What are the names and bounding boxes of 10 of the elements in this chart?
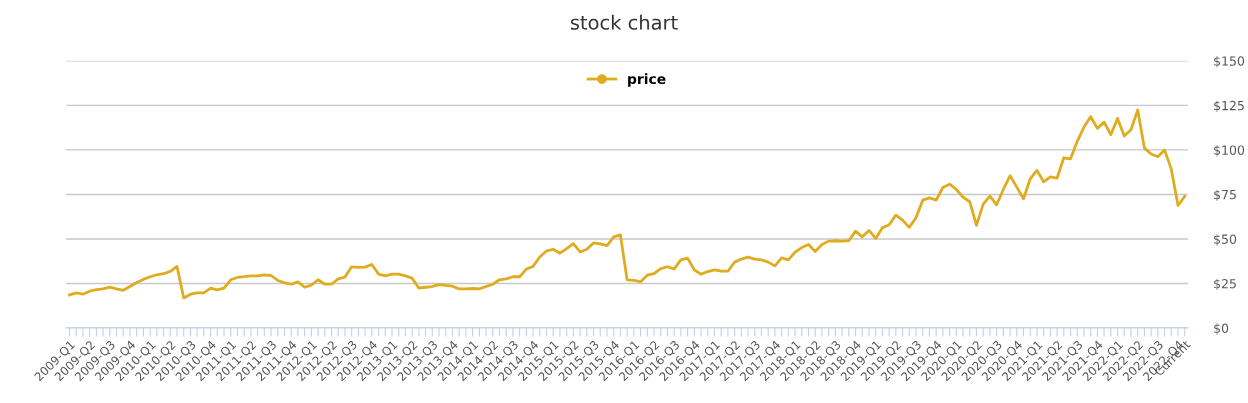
y-tick-label: $50 — [1214, 234, 1237, 246]
y-tick-label: $0 — [1214, 323, 1229, 335]
y-tick-label: $100 — [1214, 145, 1245, 157]
y-tick-label: $150 — [1214, 56, 1245, 68]
y-tick-label: $75 — [1214, 189, 1236, 202]
y-tick-label: $25 — [1214, 278, 1236, 291]
chart-title: stock chart — [570, 14, 678, 30]
legend-label: price — [628, 73, 666, 87]
y-tick-label: $125 — [1214, 100, 1244, 112]
line-series — [68, 108, 1187, 300]
